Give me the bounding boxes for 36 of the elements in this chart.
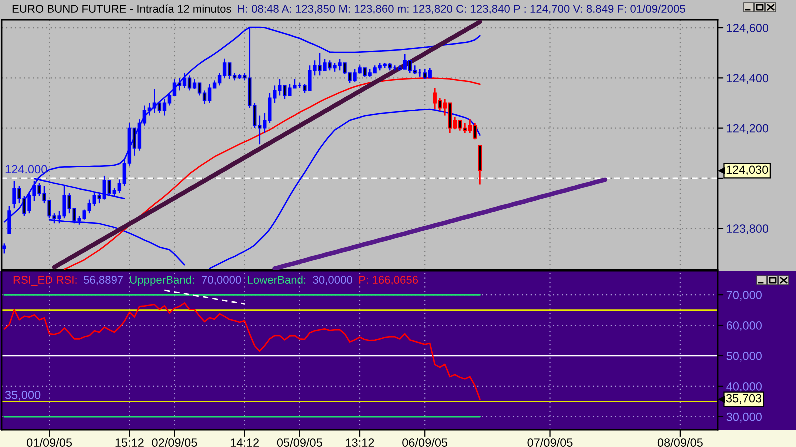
line-series [52, 20, 482, 270]
annotation: 70,0000 [202, 276, 242, 286]
y-tick-label: 123,800 [727, 224, 769, 234]
x-tick-label: 07/09/05 [528, 438, 573, 447]
line-series [164, 290, 246, 305]
annotation: RSI_ED RSI: [14, 276, 77, 286]
x-tick-label: 05/09/05 [277, 438, 322, 447]
chart-title: EURO BUND FUTURE - Intradía 12 minutos [12, 4, 232, 13]
x-tick-label: 01/09/05 [27, 438, 72, 447]
line-series [272, 178, 608, 270]
annotation: 30,0000 [313, 276, 352, 286]
y-tick-label: 124,600 [727, 24, 769, 34]
candlestick [2, 242, 6, 254]
line-series [4, 302, 481, 400]
x-tick-label: 02/09/05 [152, 438, 198, 447]
y-tick-label: 30,000 [726, 412, 762, 423]
annotation: 56,8897 [84, 276, 124, 286]
x-tick-label: 14:12 [230, 438, 260, 447]
text: 124,030 [726, 166, 768, 176]
y-tick-label: 124,200 [727, 124, 769, 134]
y-tick-label: 124,400 [727, 74, 769, 84]
chart-subtitle: H: 08:48 A: 123,850 M: 123,860 m: 123,820 C: 123,840 P : 124,700 V: 8.849 F: 01/09/2005 [238, 4, 686, 14]
text: 35,703 [726, 394, 762, 404]
annotation: 124.000 [6, 165, 48, 174]
annotation: UppperBand: [130, 276, 194, 286]
y-tick-label: 70,000 [726, 291, 762, 301]
y-tick-label: 50,000 [726, 352, 762, 362]
annotation: LowerBand: [248, 276, 306, 284]
x-tick-label: 13:12 [346, 438, 374, 447]
x-tick-label: 15:12 [116, 438, 144, 447]
annotation: P: 166,0656 [360, 276, 418, 286]
x-tick-label: 08/09/05 [658, 438, 703, 447]
x-tick-label: 06/09/05 [402, 438, 448, 447]
y-tick-label: 40,000 [726, 382, 762, 392]
ref-line-label: 35,000 [5, 390, 41, 401]
y-tick-label: 60,000 [726, 322, 762, 332]
